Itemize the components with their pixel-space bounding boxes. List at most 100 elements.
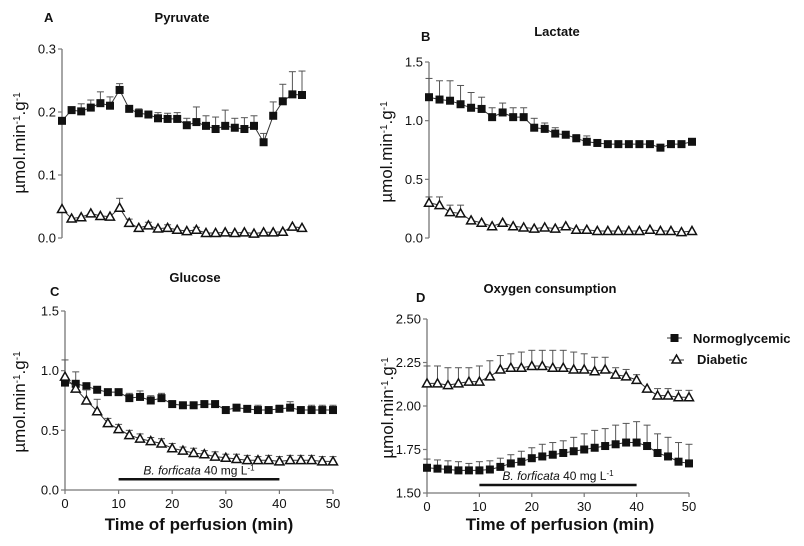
y-tick-label-a: 0.3 xyxy=(38,42,56,57)
data-point-normoglycemic xyxy=(182,121,191,130)
data-point-normoglycemic xyxy=(288,90,297,99)
data-point-normoglycemic xyxy=(498,108,507,117)
data-point-diabetic xyxy=(75,211,87,222)
data-point-diabetic xyxy=(473,375,486,386)
data-point-diabetic xyxy=(433,199,446,210)
data-point-diabetic xyxy=(238,226,251,237)
data-point-normoglycemic xyxy=(269,111,278,120)
y-tick-label-a: 0.1 xyxy=(38,168,56,183)
data-point-normoglycemic xyxy=(443,465,452,474)
x-tick-label-c: 30 xyxy=(219,496,233,511)
x-tick-label-d: 30 xyxy=(577,499,591,514)
x-tick-label-c: 20 xyxy=(165,496,179,511)
treatment-label-d: B. forficata 40 mg L-1 xyxy=(502,468,614,483)
data-point-normoglycemic xyxy=(569,447,578,456)
data-point-normoglycemic xyxy=(664,452,673,461)
data-point-diabetic xyxy=(431,377,444,388)
data-point-diabetic xyxy=(662,389,674,400)
x-tick-label-c: 40 xyxy=(272,496,286,511)
data-point-diabetic xyxy=(644,223,656,235)
data-point-diabetic xyxy=(85,207,97,218)
data-point-normoglycemic xyxy=(115,85,124,94)
data-point-diabetic xyxy=(602,224,614,236)
data-point-normoglycemic xyxy=(488,113,497,122)
y-tick-label-b: 0.0 xyxy=(405,231,423,246)
data-point-normoglycemic xyxy=(519,113,528,122)
data-point-normoglycemic xyxy=(58,116,66,125)
data-point-diabetic xyxy=(570,223,583,235)
panel-letter-b: B xyxy=(421,29,430,44)
data-point-diabetic xyxy=(612,224,625,236)
data-point-normoglycemic xyxy=(93,385,102,394)
data-point-normoglycemic xyxy=(61,378,69,387)
data-point-normoglycemic xyxy=(454,466,463,475)
data-point-normoglycemic xyxy=(67,106,76,115)
data-point-normoglycemic xyxy=(307,406,316,415)
data-point-normoglycemic xyxy=(496,462,505,471)
data-point-normoglycemic xyxy=(666,140,675,149)
data-point-normoglycemic xyxy=(572,134,581,143)
panel-title-d: Oxygen consumption xyxy=(484,281,617,296)
data-point-diabetic xyxy=(683,391,695,402)
data-point-diabetic xyxy=(220,451,232,463)
data-point-diabetic xyxy=(665,224,677,236)
data-point-normoglycemic xyxy=(645,140,654,149)
data-point-diabetic xyxy=(133,221,145,233)
data-point-normoglycemic xyxy=(433,464,442,473)
data-point-normoglycemic xyxy=(485,465,494,474)
data-point-diabetic xyxy=(273,455,286,466)
panel-c: C Glucose µmol.min-1.g-1 Time of perfusi… xyxy=(10,270,340,534)
data-point-diabetic xyxy=(454,207,467,218)
data-point-normoglycemic xyxy=(622,438,631,447)
data-point-diabetic xyxy=(486,220,498,231)
data-point-normoglycemic xyxy=(82,382,91,391)
data-point-normoglycemic xyxy=(559,448,568,457)
panel-b: B Lactate µmol.min-1.g-1 0.0 0.5 1.0 1.5 xyxy=(377,24,698,246)
treatment-dose-superscript: -1 xyxy=(606,468,614,477)
data-point-normoglycemic xyxy=(298,90,306,99)
data-point-normoglycemic xyxy=(548,450,557,459)
data-point-diabetic xyxy=(296,221,308,233)
data-point-diabetic xyxy=(305,454,318,465)
data-point-diabetic xyxy=(112,423,125,434)
axes-c: 0.0 0.5 1.0 1.5 0 10 20 30 40 50 xyxy=(41,304,340,512)
data-point-normoglycemic xyxy=(467,103,476,112)
data-point-normoglycemic xyxy=(114,388,123,397)
data-point-diabetic xyxy=(257,226,270,237)
y-tick-label-c: 0.5 xyxy=(41,423,59,438)
y-axis-label-c: µmol.min-1.g-1 xyxy=(10,351,29,453)
data-point-normoglycemic xyxy=(259,138,268,147)
data-point-normoglycemic xyxy=(202,121,210,130)
data-point-normoglycemic xyxy=(538,452,547,461)
data-point-diabetic xyxy=(91,405,103,416)
axes-b: 0.0 0.5 1.0 1.5 xyxy=(405,55,430,246)
y-tick-label-a: 0.0 xyxy=(38,231,56,246)
x-tick-label-d: 0 xyxy=(423,499,430,514)
treatment-dose: 40 mg L xyxy=(560,469,607,483)
data-point-diabetic xyxy=(463,375,475,386)
x-tick-label-c: 0 xyxy=(61,496,68,511)
data-point-normoglycemic xyxy=(582,137,591,146)
data-point-diabetic xyxy=(423,196,435,208)
panel-letter-c: C xyxy=(50,284,60,299)
legend-marker-triangle-icon xyxy=(670,353,683,364)
data-point-diabetic xyxy=(262,454,275,465)
data-point-diabetic xyxy=(444,206,456,217)
x-axis-label-d: Time of perfusion (min) xyxy=(466,515,655,534)
data-point-normoglycemic xyxy=(168,400,177,409)
data-point-diabetic xyxy=(284,454,296,465)
data-point-diabetic xyxy=(267,226,279,237)
data-point-normoglycemic xyxy=(635,140,644,149)
data-point-diabetic xyxy=(190,223,203,235)
data-point-normoglycemic xyxy=(446,96,455,105)
data-point-diabetic xyxy=(65,212,78,223)
data-point-diabetic xyxy=(104,210,116,221)
data-point-diabetic xyxy=(59,370,71,381)
data-point-normoglycemic xyxy=(527,454,536,463)
data-point-diabetic xyxy=(56,202,68,214)
data-point-diabetic xyxy=(230,452,243,464)
data-point-normoglycemic xyxy=(77,107,86,116)
data-point-diabetic xyxy=(113,201,126,213)
panel-d: D Oxygen consumption µmol.min-1.g-1 Time… xyxy=(378,281,696,534)
